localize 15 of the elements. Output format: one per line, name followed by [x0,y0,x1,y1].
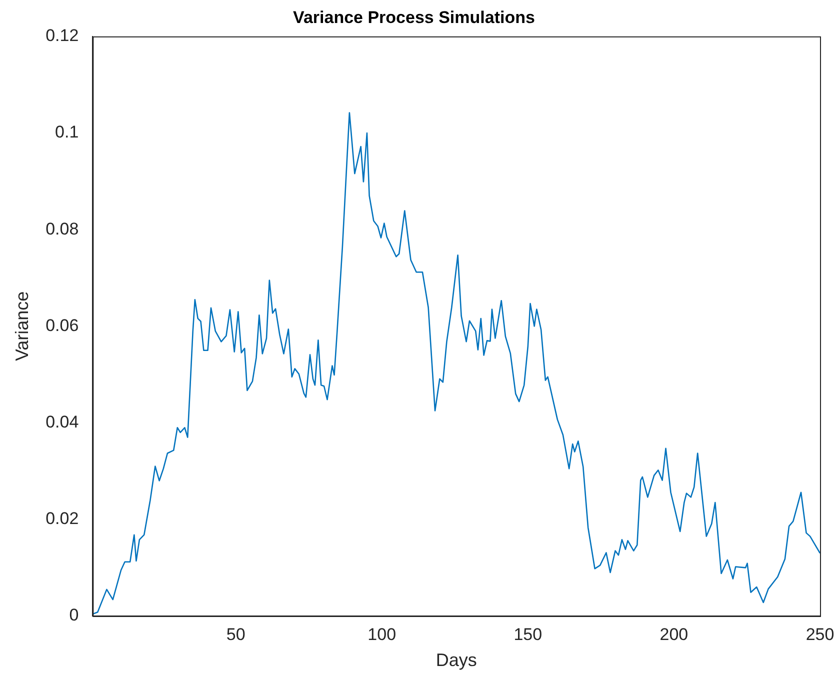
y-tick-label: 0 [69,606,79,625]
chart-title: Variance Process Simulations [293,8,535,27]
y-tick-label: 0.06 [46,316,79,335]
x-tick-label: 250 [806,624,834,644]
x-tick-label: 50 [226,624,246,644]
x-tick-label: 200 [660,624,688,644]
y-tick-label: 0.02 [46,509,79,528]
x-axis-title: Days [436,650,477,670]
y-axis-title: Variance [12,291,32,362]
y-tick-label: 0.12 [46,26,79,46]
y-tick-label: 0.1 [55,122,79,142]
x-tick-label: 100 [368,624,396,644]
y-tick-label: 0.08 [46,219,79,238]
y-tick-label: 0.04 [46,412,79,432]
x-tick-label: 150 [514,624,542,644]
